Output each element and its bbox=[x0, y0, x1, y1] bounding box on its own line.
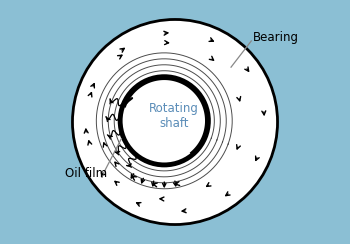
Circle shape bbox=[120, 77, 208, 165]
Text: Rotating
shaft: Rotating shaft bbox=[149, 102, 199, 130]
Text: Bearing: Bearing bbox=[252, 31, 299, 44]
Circle shape bbox=[72, 20, 278, 224]
Text: Oil film: Oil film bbox=[65, 167, 107, 180]
